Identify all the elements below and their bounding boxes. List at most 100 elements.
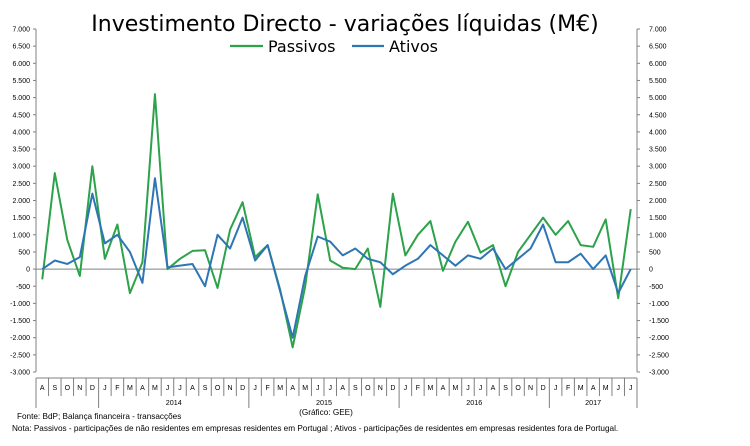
right-tick-label: -1.500 [649, 318, 669, 325]
left-tick-label: 2.000 [12, 198, 30, 205]
left-axis-ticks: 7.000 6.500 6.000 5.500 5.000 4.500 4.000 3.500… [10, 27, 36, 377]
left-tick-label: 6.000 [12, 61, 30, 68]
month-label: J [316, 385, 320, 392]
footer: Fonte: BdP; Balança financeira - transac… [12, 408, 618, 433]
left-tick-label: 1.000 [12, 232, 30, 239]
left-tick-label: -2.000 [10, 335, 30, 342]
right-tick-label: 4.500 [649, 112, 667, 119]
axes [35, 29, 638, 372]
month-label: N [378, 385, 383, 392]
right-tick-label: 1.000 [649, 232, 667, 239]
month-label: F [115, 385, 119, 392]
chart-title: Investimento Directo - variações líquida… [91, 12, 598, 37]
month-label: J [178, 385, 182, 392]
month-label: A [491, 385, 496, 392]
note-text: Nota: Passivos - participações de não re… [12, 424, 618, 433]
month-label: J [466, 385, 470, 392]
year-label: 2016 [466, 398, 482, 407]
legend-label-passivos: Passivos [268, 37, 335, 56]
month-label: J [629, 385, 633, 392]
month-label: N [528, 385, 533, 392]
right-tick-label: 1.500 [649, 215, 667, 222]
month-label: F [416, 385, 420, 392]
month-label: S [503, 385, 508, 392]
month-label: M [427, 385, 433, 392]
left-tick-label: 0 [26, 267, 30, 274]
year-label: 2015 [316, 398, 332, 407]
left-tick-label: 7.000 [12, 27, 30, 34]
month-label: S [203, 385, 208, 392]
month-label: F [265, 385, 269, 392]
left-tick-label: 1.500 [12, 215, 30, 222]
series-lines [41, 93, 632, 349]
month-label: O [365, 385, 371, 392]
month-label: M [578, 385, 584, 392]
month-label: J [103, 385, 107, 392]
left-tick-label: -1.500 [10, 318, 30, 325]
month-label: A [591, 385, 596, 392]
month-label: A [190, 385, 195, 392]
left-tick-label: -3.000 [10, 370, 30, 377]
left-tick-label: 5.500 [12, 78, 30, 85]
right-tick-label: -2.000 [649, 335, 669, 342]
month-label: M [277, 385, 283, 392]
right-tick-label: -500 [649, 284, 663, 291]
month-label: A [441, 385, 446, 392]
month-label: J [404, 385, 408, 392]
right-axis-ticks: 7.000 6.500 6.000 5.500 5.000 4.500 4.000 3.500… [637, 27, 669, 377]
right-tick-label: 5.500 [649, 78, 667, 85]
month-label: D [90, 385, 95, 392]
month-label: J [554, 385, 558, 392]
right-tick-label: 4.000 [649, 129, 667, 136]
month-label: F [566, 385, 570, 392]
month-label: J [479, 385, 483, 392]
legend-label-ativos: Ativos [389, 37, 438, 56]
right-tick-label: 6.000 [649, 61, 667, 68]
left-tick-label: 4.000 [12, 129, 30, 136]
right-tick-label: -3.000 [649, 370, 669, 377]
right-tick-label: 2.500 [649, 181, 667, 188]
right-tick-label: 5.000 [649, 95, 667, 102]
month-label: D [240, 385, 245, 392]
month-label: M [453, 385, 459, 392]
month-label: A [290, 385, 295, 392]
month-label: O [515, 385, 521, 392]
series-line-passivos [41, 93, 632, 349]
left-tick-label: -2.500 [10, 352, 30, 359]
month-label: J [253, 385, 257, 392]
month-label: M [603, 385, 609, 392]
left-tick-label: 500 [18, 249, 30, 256]
right-tick-label: 3.000 [649, 164, 667, 171]
left-tick-label: 3.000 [12, 164, 30, 171]
right-tick-label: 7.000 [649, 27, 667, 34]
right-tick-label: 6.500 [649, 44, 667, 51]
month-label: A [340, 385, 345, 392]
right-tick-label: 0 [649, 267, 653, 274]
right-tick-label: 2.000 [649, 198, 667, 205]
right-tick-label: 3.500 [649, 147, 667, 154]
month-label: N [228, 385, 233, 392]
month-label: A [140, 385, 145, 392]
chart-credit: (Gráfico: GEE) [299, 408, 353, 417]
month-label: D [541, 385, 546, 392]
month-label: S [52, 385, 57, 392]
month-label: M [302, 385, 308, 392]
month-label: D [390, 385, 395, 392]
year-label: 2014 [166, 398, 182, 407]
month-label: M [152, 385, 158, 392]
series-line-ativos [41, 177, 632, 339]
left-tick-label: 2.500 [12, 181, 30, 188]
legend: Passivos Ativos [230, 37, 438, 56]
right-tick-label: 500 [649, 249, 661, 256]
month-label: M [127, 385, 133, 392]
source-text: Fonte: BdP; Balança financeira - transac… [17, 412, 181, 421]
month-label: A [40, 385, 45, 392]
left-tick-label: 3.500 [12, 147, 30, 154]
year-label: 2017 [585, 398, 601, 407]
month-label: J [328, 385, 332, 392]
month-label: O [215, 385, 221, 392]
left-tick-label: 6.500 [12, 44, 30, 51]
